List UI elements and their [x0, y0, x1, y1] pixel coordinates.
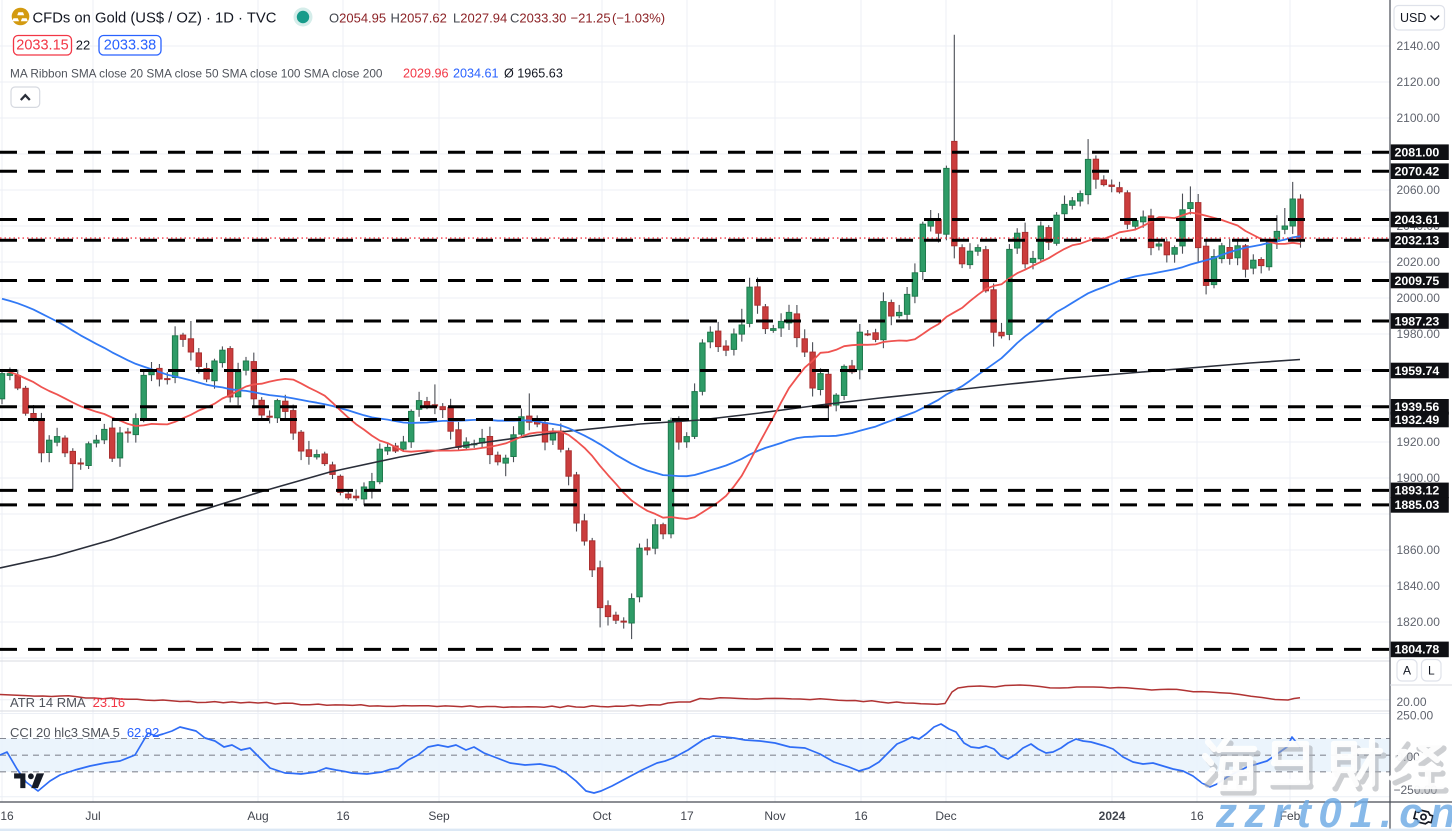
svg-text:1900.00: 1900.00	[1397, 471, 1441, 485]
svg-text:2033.15: 2033.15	[16, 38, 68, 54]
svg-text:Feb: Feb	[1280, 809, 1301, 823]
svg-text:2140.00: 2140.00	[1397, 39, 1441, 53]
svg-text:16: 16	[1190, 809, 1204, 823]
svg-text:1959.74: 1959.74	[1395, 364, 1440, 378]
svg-text:2020.00: 2020.00	[1397, 255, 1441, 269]
svg-text:1932.49: 1932.49	[1395, 413, 1440, 427]
svg-text:2024: 2024	[1099, 809, 1126, 823]
svg-text:22: 22	[76, 38, 90, 53]
svg-text:2060.00: 2060.00	[1397, 183, 1441, 197]
svg-text:1893.12: 1893.12	[1395, 484, 1440, 498]
svg-text:Sep: Sep	[428, 809, 450, 823]
svg-text:1987.23: 1987.23	[1395, 314, 1440, 328]
svg-text:USD: USD	[1400, 11, 1426, 25]
svg-text:2033.38: 2033.38	[104, 38, 156, 54]
svg-text:1939.56: 1939.56	[1395, 400, 1440, 414]
svg-text:2032.13: 2032.13	[1395, 234, 1440, 248]
svg-text:Jul: Jul	[85, 809, 100, 823]
svg-text:2009.75: 2009.75	[1395, 274, 1440, 288]
svg-text:Aug: Aug	[247, 809, 268, 823]
svg-text:250.00: 250.00	[1397, 709, 1434, 723]
svg-text:16: 16	[336, 809, 350, 823]
svg-text:2100.00: 2100.00	[1397, 111, 1441, 125]
svg-text:1860.00: 1860.00	[1397, 543, 1441, 557]
svg-text:1920.00: 1920.00	[1397, 435, 1441, 449]
svg-text:CFDs on Gold (US$ / OZ) · 1D ·: CFDs on Gold (US$ / OZ) · 1D · TVC	[33, 11, 277, 27]
svg-text:2043.61: 2043.61	[1395, 213, 1440, 227]
svg-text:1980.00: 1980.00	[1397, 327, 1441, 341]
svg-text:2000.00: 2000.00	[1397, 291, 1441, 305]
svg-text:20.00: 20.00	[1397, 695, 1427, 709]
svg-text:1840.00: 1840.00	[1397, 579, 1441, 593]
svg-text:16: 16	[854, 809, 868, 823]
svg-text:2081.00: 2081.00	[1395, 146, 1440, 160]
svg-text:A: A	[1403, 664, 1411, 678]
svg-text:17: 17	[680, 809, 694, 823]
svg-text:zzrt01.cn: zzrt01.cn	[1215, 789, 1452, 831]
svg-text:2120.00: 2120.00	[1397, 75, 1441, 89]
svg-text:16: 16	[0, 809, 14, 823]
svg-text:CCI 20 hlc3 SMA 562.92: CCI 20 hlc3 SMA 5 62.92	[10, 725, 159, 740]
svg-text:L: L	[1428, 664, 1435, 678]
svg-text:1820.00: 1820.00	[1397, 615, 1441, 629]
svg-text:1804.78: 1804.78	[1395, 643, 1440, 657]
svg-text:Nov: Nov	[764, 809, 785, 823]
svg-text:Oct: Oct	[593, 809, 612, 823]
svg-text:2070.42: 2070.42	[1395, 165, 1440, 179]
svg-text:Dec: Dec	[935, 809, 956, 823]
svg-text:1885.03: 1885.03	[1395, 498, 1440, 512]
svg-text:MA Ribbon SMA close 20 SMA clo: MA Ribbon SMA close 20 SMA close 50 SMA …	[10, 67, 563, 81]
